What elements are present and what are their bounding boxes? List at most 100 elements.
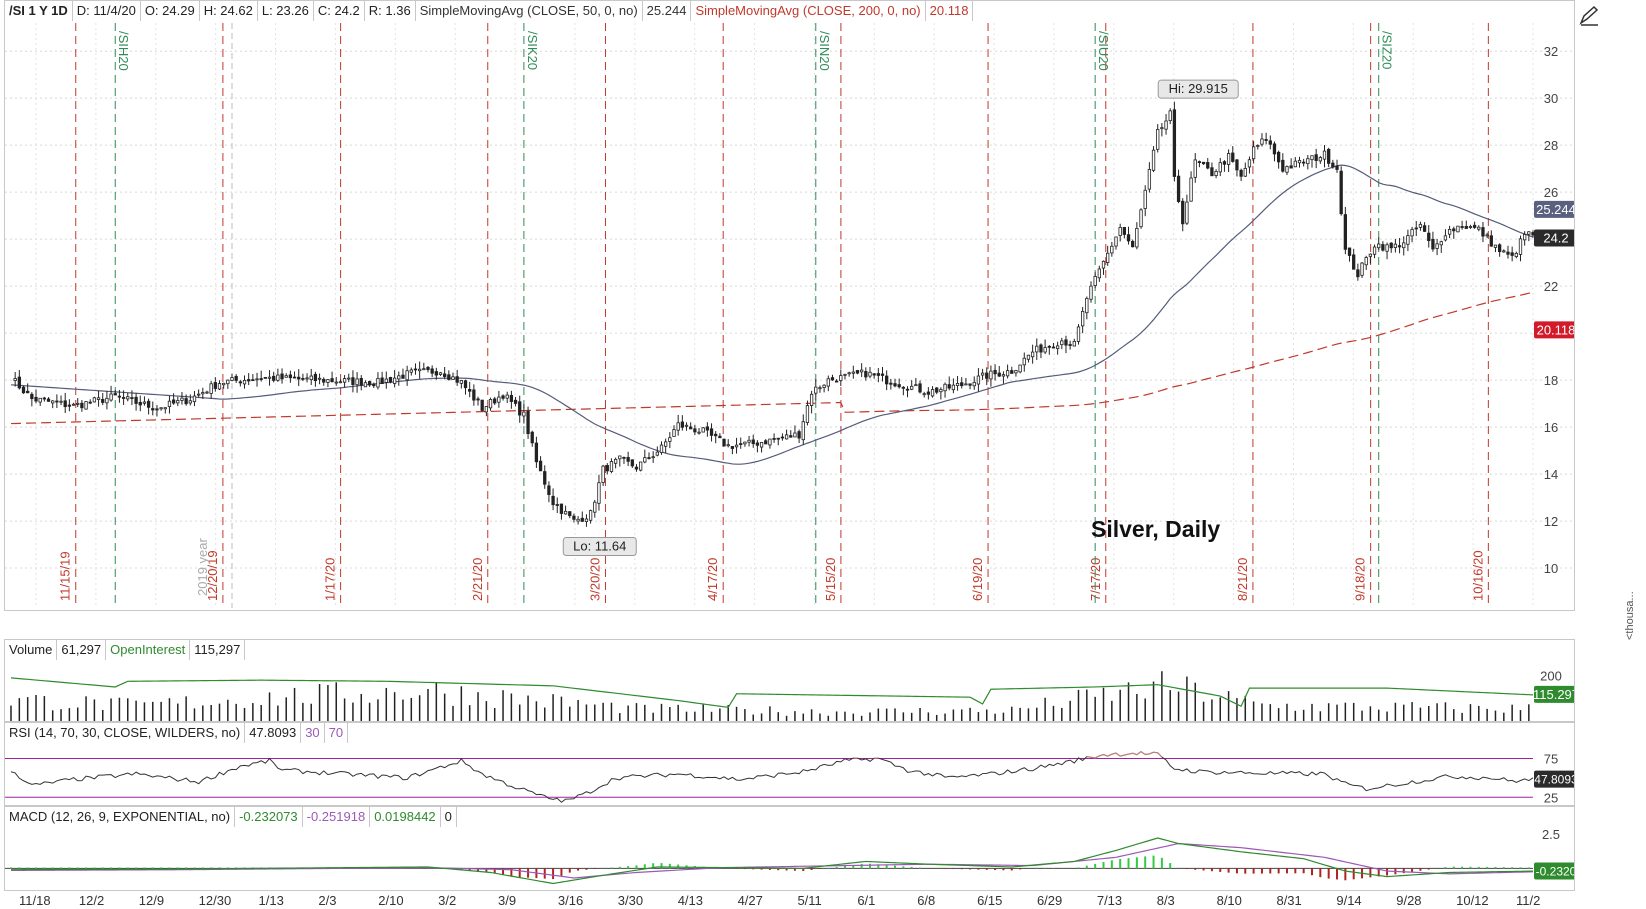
- oi-label[interactable]: OpenInterest: [106, 640, 191, 660]
- sma200-value: 20.118: [925, 1, 974, 21]
- candle-body: [751, 439, 755, 445]
- sma200-label[interactable]: SimpleMovingAvg (CLOSE, 200, 0, no): [691, 1, 926, 21]
- candle-body: [513, 399, 518, 404]
- candle-body: [876, 373, 880, 376]
- x-axis-tick: 3/16: [557, 893, 584, 908]
- candle-body: [84, 401, 88, 410]
- volume-chart[interactable]: 200 115.297: [5, 640, 1574, 721]
- candle-body: [809, 393, 814, 406]
- candle-body: [1468, 226, 1473, 228]
- x-axis-tick: 3/9: [498, 893, 517, 908]
- candle-body: [1402, 242, 1406, 249]
- candle-body: [263, 376, 268, 379]
- candle-body: [814, 386, 818, 394]
- candle-body: [476, 398, 480, 401]
- candle-body: [1268, 140, 1272, 145]
- candle-body: [80, 402, 84, 409]
- candle-body: [572, 515, 576, 520]
- candle-body: [1256, 145, 1260, 147]
- candle-body: [101, 398, 105, 403]
- candle-body: [26, 390, 30, 394]
- macd-header: MACD (12, 26, 9, EXPONENTIAL, no) -0.232…: [5, 807, 457, 827]
- candle-body: [1239, 169, 1243, 177]
- candle-body: [1510, 252, 1514, 256]
- candle-body: [1026, 354, 1031, 360]
- price-y-tick: 18: [1544, 373, 1558, 388]
- candle-body: [1281, 159, 1285, 172]
- candle-body: [459, 380, 463, 384]
- candle-body: [1068, 344, 1072, 346]
- volume-y-tick: 200: [1540, 669, 1562, 684]
- candle-body: [1464, 225, 1468, 229]
- candle-body: [347, 377, 351, 380]
- candle-body: [126, 396, 130, 400]
- candle-body: [1289, 165, 1293, 169]
- volume-value: 61,297: [57, 640, 107, 660]
- candle-body: [559, 503, 564, 514]
- drawing-tool-icon[interactable]: [1578, 4, 1600, 26]
- candle-body: [1456, 225, 1460, 233]
- rsi-label[interactable]: RSI (14, 70, 30, CLOSE, WILDERS, no): [5, 723, 246, 743]
- x-axis-tick: 3/30: [617, 893, 644, 908]
- candle-body: [1164, 120, 1168, 130]
- candle-body: [1364, 257, 1368, 266]
- macd-pane[interactable]: MACD (12, 26, 9, EXPONENTIAL, no) -0.232…: [4, 806, 1575, 891]
- date-line-label: 5/15/20: [823, 558, 838, 601]
- rsi-pane[interactable]: RSI (14, 70, 30, CLOSE, WILDERS, no) 47.…: [4, 722, 1575, 806]
- candle-body: [759, 442, 764, 448]
- sma50-badge-bg: [1534, 200, 1574, 218]
- date-line-label: 7/17/20: [1088, 558, 1103, 601]
- candle-body: [501, 395, 505, 399]
- candle-body: [1377, 243, 1381, 249]
- candle-body: [985, 372, 989, 379]
- x-axis-tick: 10/12: [1456, 893, 1489, 908]
- candle-body: [509, 394, 514, 402]
- candle-body: [46, 398, 51, 402]
- price-pane[interactable]: /SI 1 Y 1D D: 11/4/20 O: 24.29 H: 24.62 …: [4, 0, 1575, 611]
- symbol-label[interactable]: /SI 1 Y 1D: [5, 1, 73, 21]
- candle-body: [1410, 229, 1414, 237]
- sma50-label[interactable]: SimpleMovingAvg (CLOSE, 50, 0, no): [415, 1, 643, 21]
- x-axis-tick: 6/29: [1036, 893, 1063, 908]
- sma50-line: [10, 164, 1534, 465]
- candle-body: [651, 456, 655, 459]
- date-line-label: 4/17/20: [705, 558, 720, 601]
- sma200-badge: 20.118: [1537, 322, 1574, 337]
- candle-body: [426, 366, 430, 370]
- candle-body: [422, 368, 426, 371]
- candle-body: [1335, 165, 1339, 170]
- candle-body: [1322, 150, 1327, 160]
- candle-body: [1231, 152, 1235, 162]
- candle-body: [1356, 269, 1360, 278]
- low-annotation-text: Lo: 11.64: [573, 539, 626, 554]
- candle-body: [55, 400, 59, 403]
- candle-body: [493, 398, 497, 404]
- expiry-line-label: /SIK20: [525, 31, 540, 70]
- candle-body: [855, 370, 860, 374]
- candle-body: [1431, 238, 1435, 250]
- price-chart[interactable]: 10121416182022242628303211/15/1912/20/19…: [5, 1, 1574, 610]
- candle-body: [1247, 159, 1252, 168]
- candle-body: [709, 428, 714, 436]
- rsi-header: RSI (14, 70, 30, CLOSE, WILDERS, no) 47.…: [5, 723, 349, 743]
- candle-body: [255, 378, 259, 381]
- volume-label[interactable]: Volume: [5, 640, 58, 660]
- candle-body: [872, 373, 876, 376]
- candle-body: [1327, 148, 1331, 164]
- candle-body: [313, 373, 318, 382]
- volume-pane[interactable]: Volume 61,297 OpenInterest 115,297 200 11…: [4, 639, 1575, 722]
- candle-body: [497, 396, 501, 403]
- rsi-low: 30: [301, 723, 325, 743]
- rsi-chart[interactable]: 75 25 47.8093: [5, 723, 1574, 805]
- macd-label[interactable]: MACD (12, 26, 9, EXPONENTIAL, no): [5, 807, 236, 827]
- macd-avg-line: [10, 842, 1534, 879]
- candle-body: [1389, 242, 1393, 249]
- candle-body: [910, 385, 914, 390]
- candle-body: [1251, 146, 1256, 160]
- candle-body: [1168, 110, 1172, 122]
- candle-body: [868, 371, 872, 377]
- macd-chart[interactable]: 2.5 -0.2320: [5, 807, 1574, 890]
- candle-body: [714, 433, 718, 437]
- x-axis-tick: 8/3: [1156, 893, 1175, 908]
- candle-body: [355, 378, 359, 386]
